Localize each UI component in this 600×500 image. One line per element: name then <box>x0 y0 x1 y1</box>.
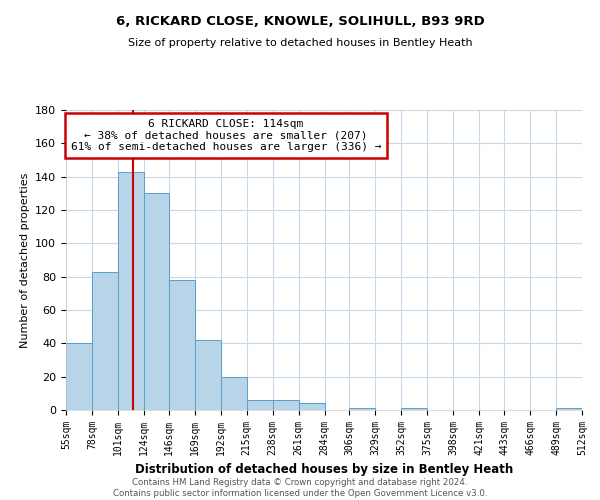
Text: Size of property relative to detached houses in Bentley Heath: Size of property relative to detached ho… <box>128 38 472 48</box>
X-axis label: Distribution of detached houses by size in Bentley Heath: Distribution of detached houses by size … <box>135 464 513 476</box>
Bar <box>401 408 427 410</box>
Bar <box>195 340 221 410</box>
Text: 6 RICKARD CLOSE: 114sqm
← 38% of detached houses are smaller (207)
61% of semi-d: 6 RICKARD CLOSE: 114sqm ← 38% of detache… <box>71 119 381 152</box>
Bar <box>299 404 325 410</box>
Y-axis label: Number of detached properties: Number of detached properties <box>20 172 29 348</box>
Text: 6, RICKARD CLOSE, KNOWLE, SOLIHULL, B93 9RD: 6, RICKARD CLOSE, KNOWLE, SOLIHULL, B93 … <box>116 15 484 28</box>
Bar <box>247 400 272 410</box>
Text: Contains HM Land Registry data © Crown copyright and database right 2024.
Contai: Contains HM Land Registry data © Crown c… <box>113 478 487 498</box>
Bar <box>92 272 118 410</box>
Bar <box>169 280 195 410</box>
Bar <box>144 194 169 410</box>
Bar <box>349 408 376 410</box>
Bar <box>272 400 299 410</box>
Bar <box>556 408 582 410</box>
Bar <box>66 344 92 410</box>
Bar <box>118 172 144 410</box>
Bar <box>221 376 247 410</box>
